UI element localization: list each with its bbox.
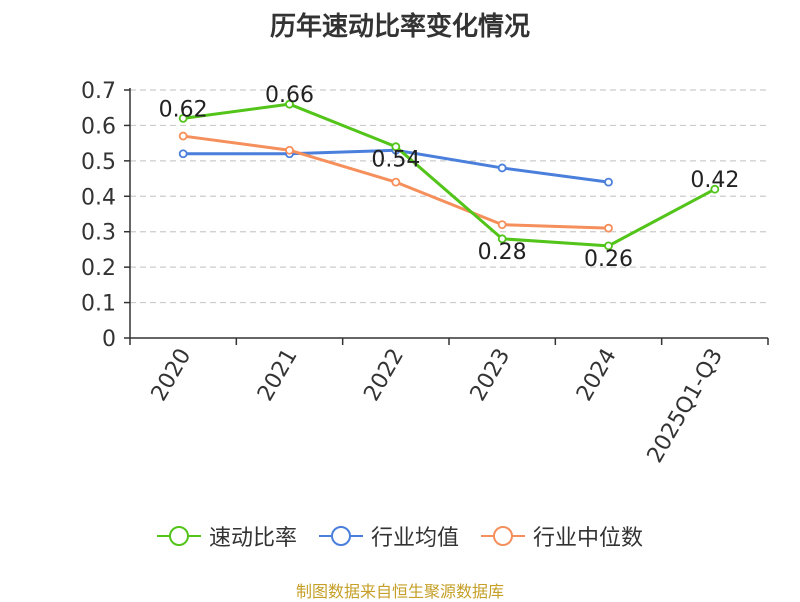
y-tick-label: 0.5 [81, 150, 116, 175]
data-label: 0.54 [371, 148, 420, 173]
data-point [497, 234, 507, 244]
source-note: 制图数据来自恒生聚源数据库 [295, 582, 504, 601]
y-tick-label: 0.2 [81, 256, 116, 281]
data-point [285, 145, 294, 155]
data-point [604, 241, 613, 251]
x-tick-label: 2025Q1-Q3 [643, 345, 728, 468]
data-point [391, 142, 401, 152]
data-point [178, 131, 188, 141]
legend-swatch-icon [156, 526, 201, 546]
legend-item-quick-ratio[interactable]: 速动比率 [156, 520, 297, 552]
legend-label: 行业均值 [370, 526, 459, 551]
y-tick-label: 0.6 [81, 114, 116, 139]
y-tick-label: 0.3 [81, 221, 116, 246]
data-point [178, 113, 188, 123]
data-point [497, 163, 507, 173]
data-label: 0.28 [478, 240, 527, 265]
data-label: 0.26 [584, 247, 633, 272]
data-point [497, 220, 507, 230]
x-tick-label: 2022 [359, 345, 409, 406]
data-point [604, 223, 613, 233]
x-tick-label: 2024 [572, 345, 622, 406]
data-point [178, 149, 188, 159]
legend-item-industry-mean[interactable]: 行业均值 [318, 520, 459, 552]
legend-item-industry-median[interactable]: 行业中位数 [481, 520, 643, 552]
series-line [182, 102, 716, 248]
data-point [391, 177, 401, 187]
data-point [710, 184, 720, 194]
y-tick-label: 0.7 [81, 79, 116, 104]
legend-swatch-icon [318, 526, 363, 546]
legend-swatch-icon [481, 526, 525, 546]
y-tick-label: 0.1 [81, 292, 116, 317]
x-tick-label: 2020 [147, 345, 197, 406]
x-tick-label: 2023 [466, 344, 516, 405]
data-point [285, 99, 294, 109]
data-label: 0.66 [265, 83, 314, 108]
legend: 速动比率 行业均值 行业中位数 [0, 520, 800, 552]
legend-label: 速动比率 [208, 526, 297, 551]
y-tick-label: 0.4 [81, 185, 116, 210]
data-label: 0.62 [159, 97, 208, 122]
data-label: 0.42 [690, 168, 739, 193]
chart-title: 历年速动比率变化情况 [269, 12, 530, 42]
data-point [604, 177, 613, 187]
x-tick-label: 2021 [253, 345, 303, 406]
y-tick-label: 0 [102, 327, 116, 352]
legend-label: 行业中位数 [533, 526, 644, 551]
